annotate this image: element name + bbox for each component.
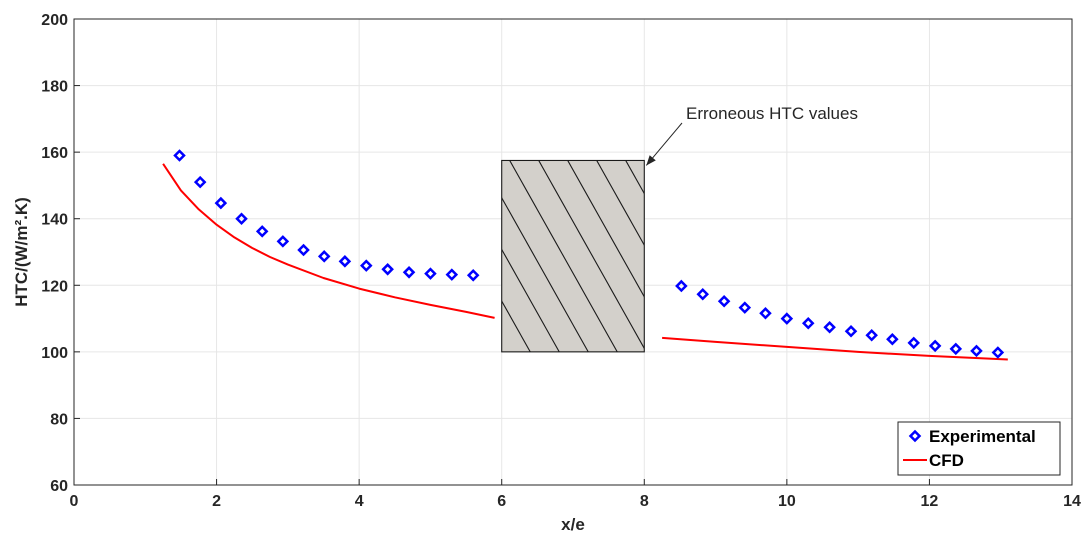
experimental-point	[255, 225, 269, 238]
experimental-point	[402, 266, 416, 279]
experimental-point	[297, 243, 310, 257]
experimental-series	[173, 149, 1005, 359]
y-tick-label: 200	[41, 12, 68, 29]
experimental-point	[173, 149, 186, 162]
experimental-point	[317, 250, 331, 263]
y-tick-label: 80	[50, 411, 68, 428]
experimental-point	[696, 288, 710, 301]
experimental-point	[865, 328, 878, 342]
experimental-point	[717, 294, 731, 308]
experimental-point	[235, 212, 248, 225]
hatch-line	[501, 196, 589, 352]
hatch-line	[509, 160, 618, 352]
y-tick-label: 160	[41, 145, 68, 162]
hatched-box-fill	[501, 160, 645, 352]
hatch-line	[538, 160, 645, 350]
annotation-text: Erroneous HTC values	[686, 104, 858, 123]
erroneous-region	[501, 159, 645, 353]
hatch-line	[501, 248, 560, 352]
y-tick-label: 180	[41, 79, 68, 96]
cfd-line-segment	[662, 336, 1008, 361]
legend: Experimental CFD	[897, 421, 1061, 476]
experimental-point	[466, 269, 480, 282]
experimental-point	[360, 259, 373, 272]
hatched-box-border	[501, 159, 645, 353]
experimental-point	[445, 268, 459, 281]
y-ticks: 60 80 100 120 140 160 180 200	[41, 12, 80, 495]
experimental-point	[991, 346, 1005, 359]
experimental-point	[801, 316, 815, 330]
x-tick-label: 6	[497, 493, 506, 510]
legend-box	[897, 421, 1061, 476]
x-tick-label: 12	[921, 493, 939, 510]
x-tick-label: 8	[640, 493, 649, 510]
y-tick-label: 100	[41, 345, 68, 362]
experimental-point	[886, 332, 899, 346]
hatch-lines	[501, 160, 645, 352]
hatch-line	[596, 160, 645, 247]
legend-experimental-marker	[908, 429, 922, 443]
experimental-point	[381, 263, 394, 276]
experimental-point	[844, 324, 858, 338]
x-tick-label: 2	[212, 493, 221, 510]
experimental-point	[780, 312, 794, 325]
experimental-point	[424, 267, 437, 280]
experimental-point	[907, 336, 921, 350]
cfd-series	[162, 163, 1008, 361]
hatch-line	[625, 160, 645, 195]
y-tick-label: 140	[41, 212, 68, 229]
experimental-point	[338, 255, 352, 268]
x-ticks: 0 2 4 6 8 10 12 14	[70, 479, 1081, 510]
cfd-line-segment	[162, 163, 495, 319]
experimental-point	[949, 342, 963, 356]
hatch-line	[501, 299, 531, 352]
experimental-point	[928, 339, 942, 353]
experimental-point	[193, 175, 207, 189]
experimental-point	[823, 320, 836, 334]
annotation-arrow-head	[646, 155, 656, 166]
x-tick-label: 14	[1063, 493, 1081, 510]
experimental-point	[759, 306, 772, 320]
legend-experimental-label: Experimental	[929, 427, 1036, 446]
y-axis-label: HTC/(W/m².K)	[12, 197, 31, 307]
x-tick-label: 4	[355, 493, 364, 510]
x-tick-label: 0	[70, 493, 79, 510]
x-axis-label: x/e	[561, 515, 585, 534]
y-tick-label: 120	[41, 278, 68, 295]
experimental-point	[214, 196, 228, 210]
plot-frame	[73, 18, 1073, 486]
annotation: Erroneous HTC values	[645, 104, 858, 166]
experimental-point	[738, 301, 752, 314]
y-tick-label: 60	[50, 478, 68, 495]
experimental-point	[675, 279, 688, 293]
hatch-line	[567, 160, 645, 298]
experimental-point	[276, 235, 290, 248]
x-tick-label: 10	[778, 493, 796, 510]
experimental-point	[970, 344, 983, 358]
legend-cfd-label: CFD	[929, 451, 964, 470]
